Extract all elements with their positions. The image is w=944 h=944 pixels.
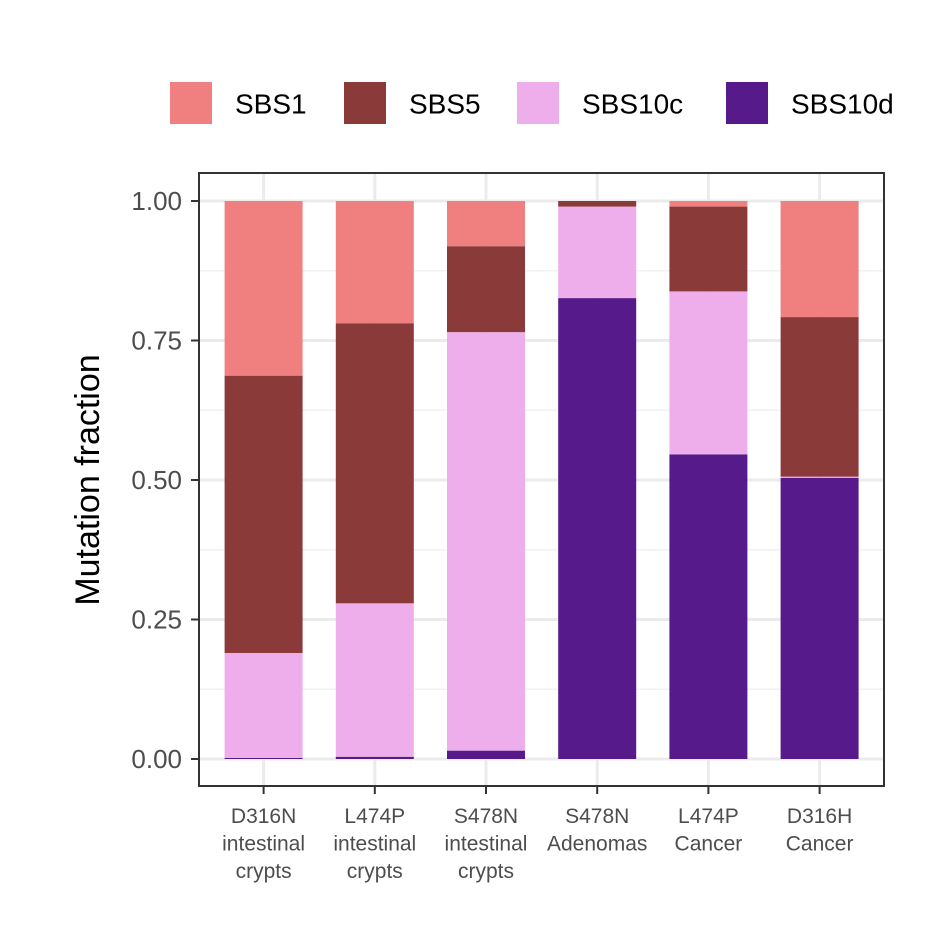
- bar-segment-sbs5: [669, 206, 748, 292]
- bar-segment-sbs5: [780, 317, 859, 477]
- x-tick-label: intestinal: [222, 833, 305, 856]
- legend-key-sbs10c: [517, 82, 559, 124]
- x-tick-label: crypts: [458, 860, 514, 883]
- x-tick-label: L474P: [678, 805, 739, 828]
- bar-segment-sbs10c: [780, 476, 859, 478]
- legend-label: SBS10c: [582, 89, 683, 120]
- bar-segment-sbs1: [335, 201, 414, 324]
- bar-segment-sbs5: [335, 323, 414, 604]
- y-tick-label: 0.75: [131, 326, 182, 356]
- bar-segment-sbs1: [669, 201, 748, 207]
- bar-segment-sbs1: [224, 201, 303, 376]
- x-tick-label: D316N: [231, 805, 296, 828]
- x-tick-label: crypts: [347, 860, 403, 883]
- bar-segment-sbs5: [447, 246, 525, 333]
- x-tick-label: S478N: [565, 805, 629, 828]
- plot-area: 0.00 0.25 0.50 0.75 1.00 D316N intestinal crypt…: [131, 172, 885, 883]
- legend-key-sbs10d: [726, 82, 768, 124]
- y-tick-label: 1.00: [131, 186, 182, 216]
- legend-label: SBS5: [409, 89, 481, 120]
- legend: SBS1 SBS5 SBS10c SBS10d: [170, 82, 894, 124]
- y-axis-label: Mutation fraction: [69, 354, 107, 605]
- bar-segment-sbs5: [558, 201, 637, 207]
- bar-segment-sbs1: [447, 201, 525, 247]
- x-tick-label: D316H: [787, 805, 852, 828]
- bar-segment-sbs5: [224, 375, 303, 653]
- legend-key-sbs1: [170, 82, 212, 124]
- bar-segment-sbs10d: [447, 750, 525, 759]
- bar-segment-sbs10d: [780, 477, 859, 759]
- x-tick-label: intestinal: [445, 833, 528, 856]
- bar-segment-sbs1: [780, 201, 859, 318]
- y-tick-label: 0.25: [131, 605, 182, 635]
- bar-segment-sbs10d: [669, 454, 748, 759]
- x-tick-label: Cancer: [675, 833, 743, 856]
- y-tick-label: 0.00: [131, 744, 182, 774]
- legend-label: SBS10d: [791, 89, 894, 120]
- bar-segment-sbs10d: [224, 757, 303, 759]
- legend-label: SBS1: [235, 89, 307, 120]
- legend-key-sbs5: [344, 82, 386, 124]
- bar-segment-sbs10c: [669, 291, 748, 455]
- x-tick-label: crypts: [236, 860, 292, 883]
- bar-segment-sbs10c: [447, 332, 525, 751]
- x-tick-label: Adenomas: [547, 833, 647, 856]
- x-tick-label: Cancer: [786, 833, 854, 856]
- y-tick-label: 0.50: [131, 465, 182, 495]
- x-tick-label: S478N: [454, 805, 518, 828]
- bar-segment-sbs10d: [558, 298, 637, 759]
- bar-segment-sbs10c: [558, 206, 637, 299]
- x-tick-label: L474P: [344, 805, 405, 828]
- x-tick-label: intestinal: [333, 833, 416, 856]
- bar-segment-sbs10c: [224, 652, 303, 758]
- bar-segment-sbs10d: [335, 756, 414, 759]
- bar-segment-sbs10c: [335, 603, 414, 757]
